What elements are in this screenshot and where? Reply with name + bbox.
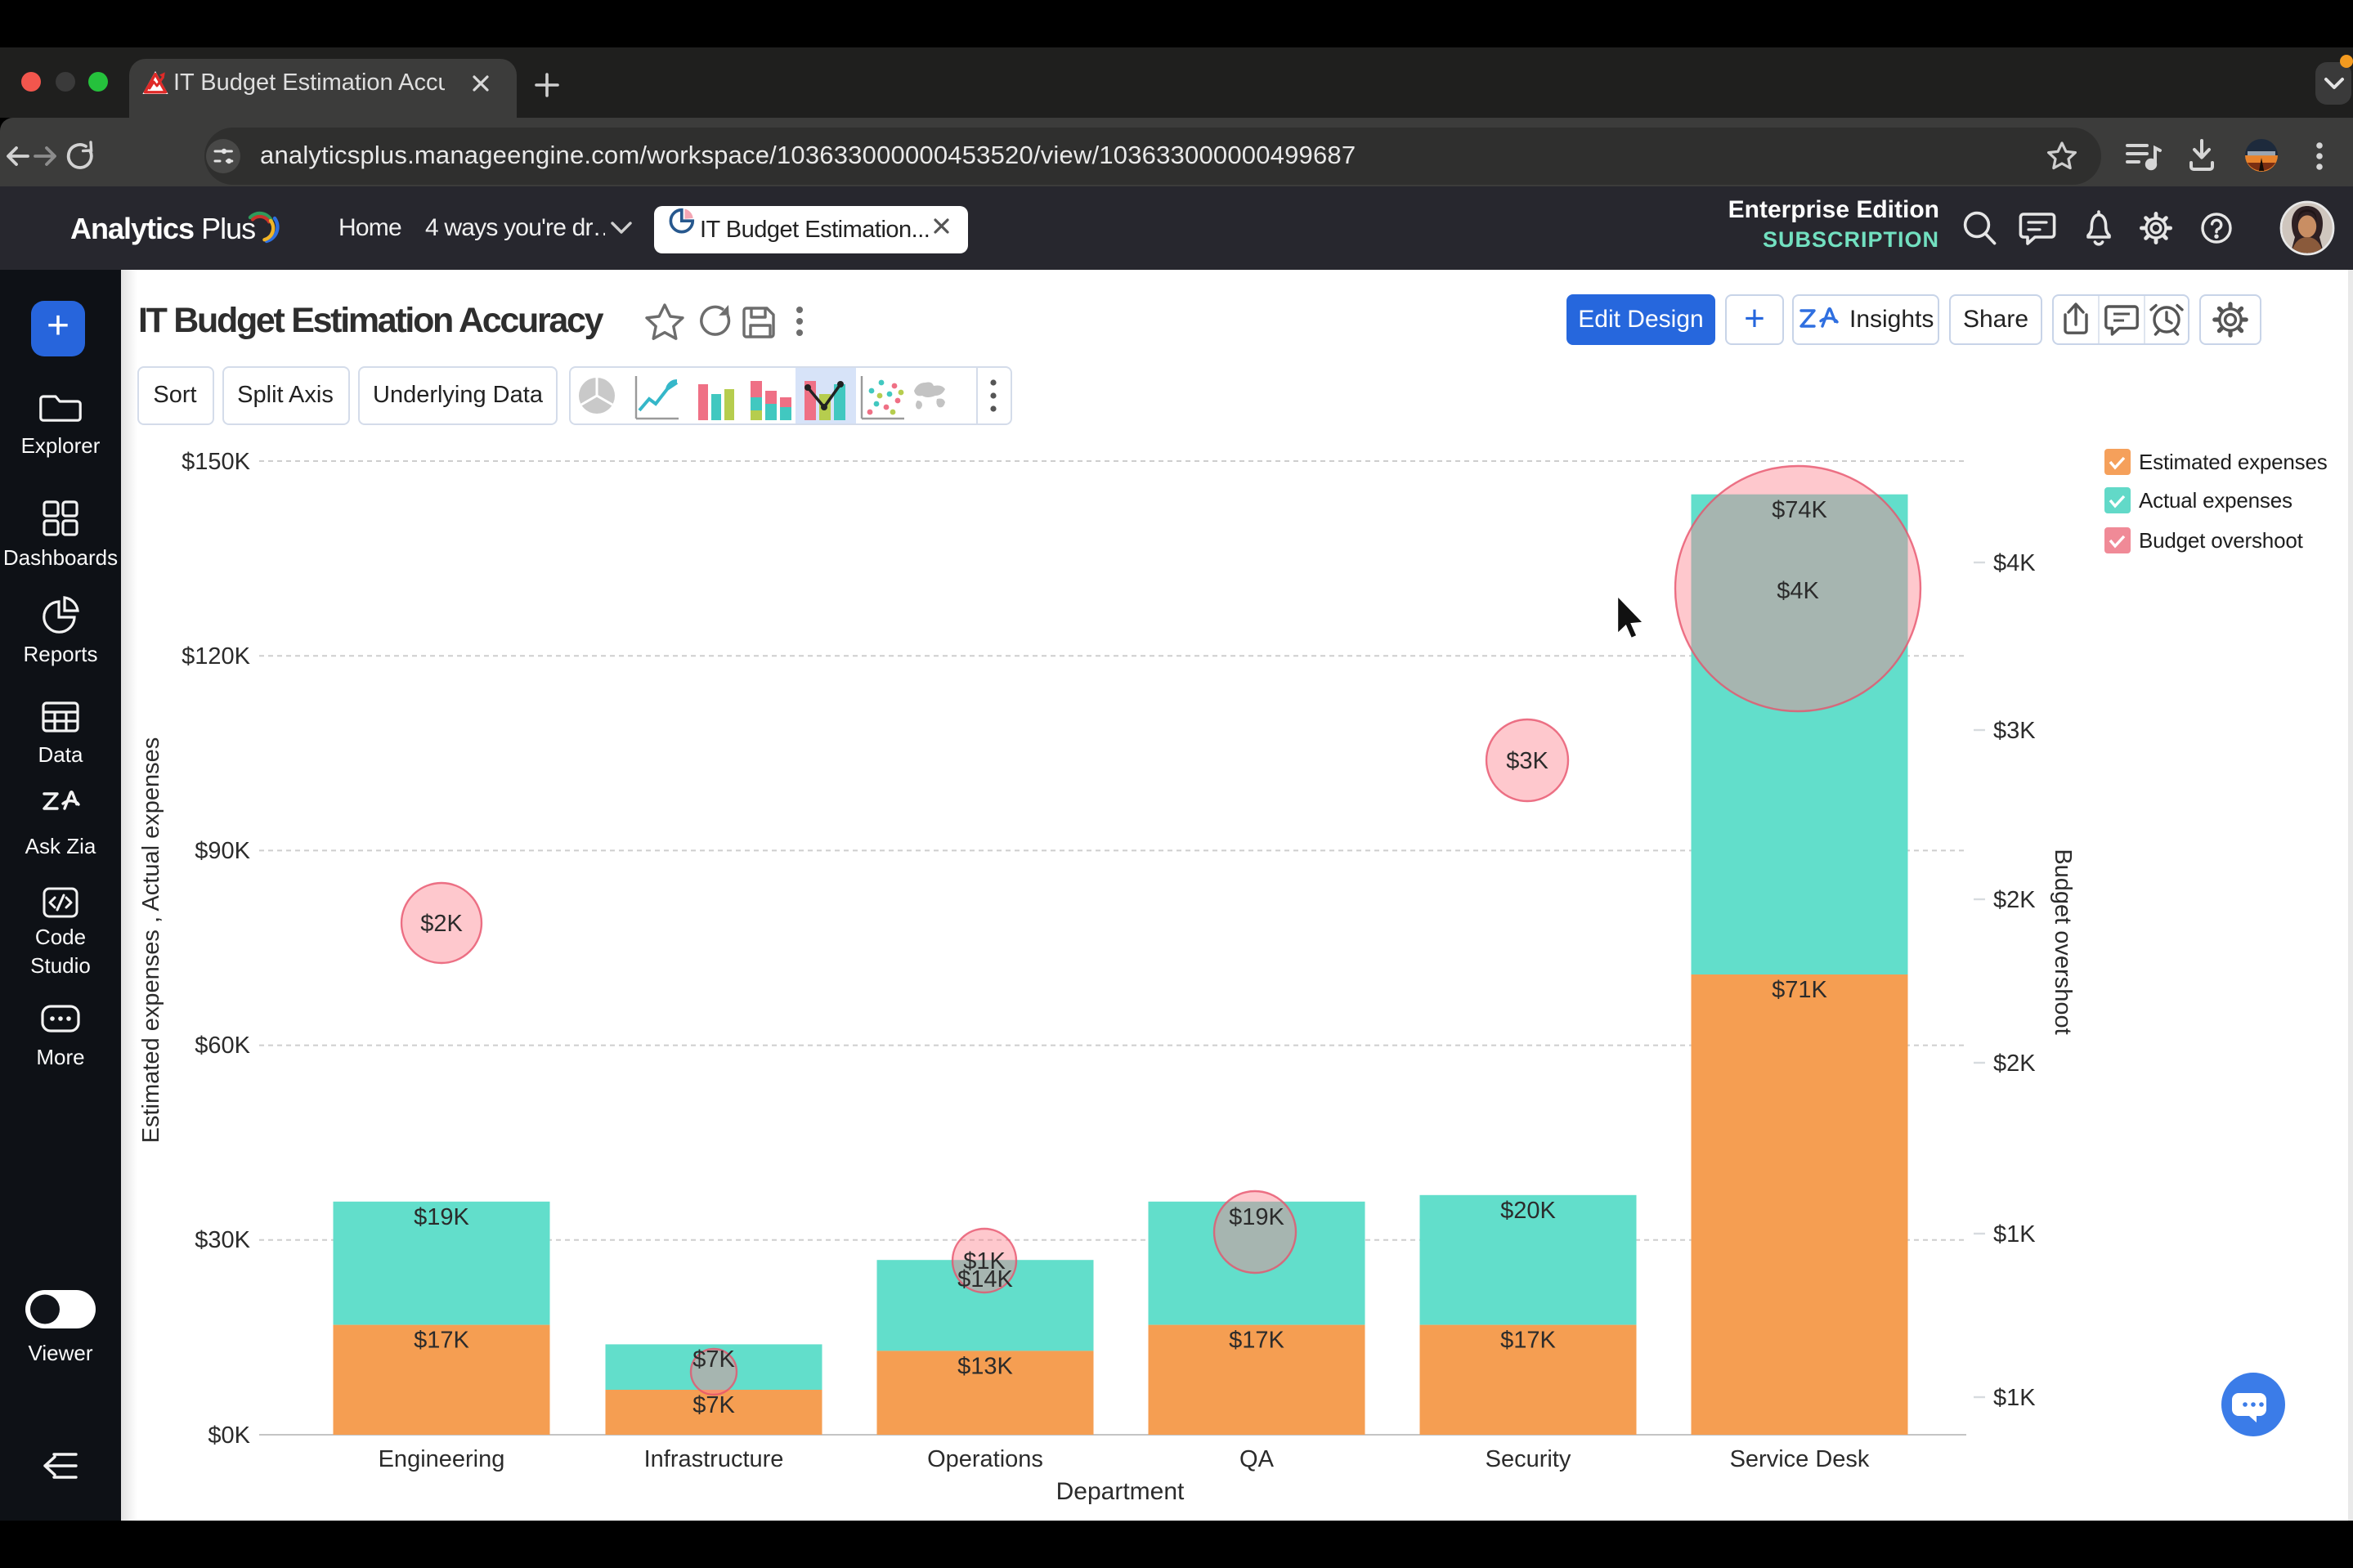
svg-text:$2K: $2K [420, 911, 463, 937]
svg-text:$7K: $7K [692, 1392, 735, 1418]
svg-text:Data: Data [38, 742, 83, 767]
svg-text:$90K: $90K [195, 838, 250, 864]
svg-text:Reports: Reports [23, 642, 97, 666]
svg-text:$150K: $150K [182, 449, 251, 475]
svg-text:Actual expenses: Actual expenses [2139, 488, 2292, 513]
svg-text:Viewer: Viewer [28, 1341, 92, 1365]
svg-text:$19K: $19K [1229, 1204, 1284, 1230]
svg-text:$2K: $2K [1993, 887, 2036, 913]
svg-text:$1K: $1K [1993, 1221, 2036, 1248]
svg-text:Code: Code [35, 925, 86, 949]
svg-text:$17K: $17K [1500, 1328, 1556, 1354]
svg-text:$17K: $17K [414, 1328, 469, 1354]
svg-text:Budget overshoot: Budget overshoot [2139, 528, 2304, 553]
svg-text:$14K: $14K [957, 1266, 1013, 1292]
svg-text:Dashboards: Dashboards [3, 545, 118, 570]
svg-text:Estimated expenses , Actual ex: Estimated expenses , Actual expenses [138, 737, 164, 1144]
svg-text:Department: Department [1056, 1478, 1185, 1505]
svg-text:Infrastructure: Infrastructure [644, 1446, 784, 1472]
svg-text:Explorer: Explorer [21, 433, 101, 458]
svg-text:$3K: $3K [1993, 718, 2036, 744]
svg-text:Service Desk: Service Desk [1730, 1446, 1870, 1472]
svg-text:$20K: $20K [1500, 1198, 1556, 1224]
svg-text:Budget overshoot: Budget overshoot [2050, 849, 2076, 1034]
svg-text:Operations: Operations [927, 1446, 1043, 1472]
svg-text:$120K: $120K [182, 643, 251, 670]
svg-text:$71K: $71K [1772, 977, 1827, 1003]
svg-text:$4K: $4K [1777, 578, 1819, 604]
svg-text:$1K: $1K [1993, 1385, 2036, 1411]
svg-text:$3K: $3K [1506, 748, 1548, 774]
svg-text:$30K: $30K [195, 1227, 250, 1253]
svg-text:$17K: $17K [1229, 1328, 1284, 1354]
svg-text:$0K: $0K [208, 1422, 250, 1449]
svg-text:$74K: $74K [1772, 497, 1827, 523]
svg-text:Ask Zia: Ask Zia [25, 834, 96, 858]
svg-text:$2K: $2K [1993, 1051, 2036, 1077]
svg-text:$1K: $1K [963, 1248, 1006, 1275]
svg-text:Studio: Studio [30, 953, 91, 978]
svg-text:$13K: $13K [957, 1353, 1013, 1379]
svg-text:Estimated expenses: Estimated expenses [2139, 450, 2328, 474]
svg-text:Engineering: Engineering [379, 1446, 505, 1472]
svg-text:$60K: $60K [195, 1033, 250, 1059]
svg-text:QA: QA [1239, 1446, 1275, 1472]
svg-text:$19K: $19K [414, 1204, 469, 1230]
svg-text:$7K: $7K [692, 1346, 735, 1373]
svg-text:Security: Security [1486, 1446, 1571, 1472]
svg-text:$4K: $4K [1993, 550, 2036, 576]
svg-text:More: More [36, 1045, 84, 1069]
